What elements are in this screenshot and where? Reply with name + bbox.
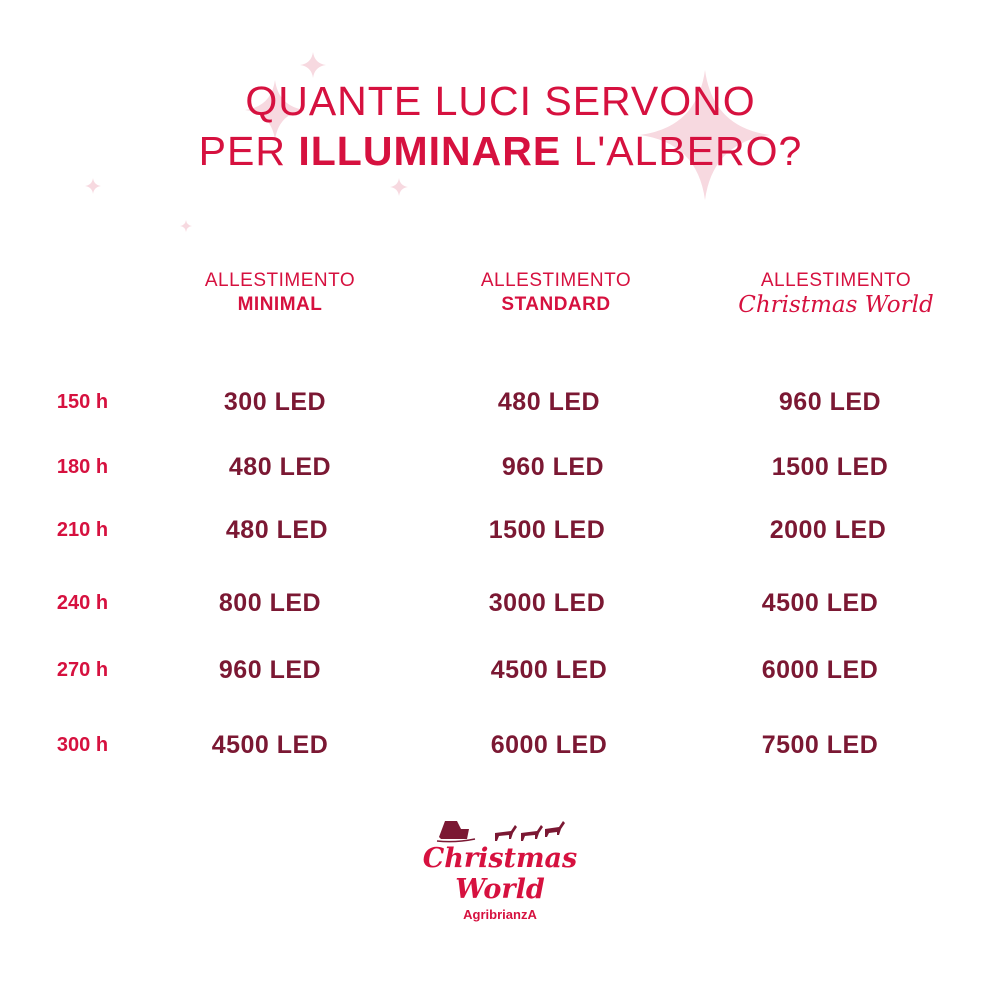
column-header-line1: ALLESTIMENTO bbox=[760, 270, 912, 291]
logo-sub: AgribrianzA bbox=[463, 907, 537, 922]
page-title-line-1: QUANTE LUCI SERVONO bbox=[245, 78, 756, 124]
table-cell: 480 LED bbox=[228, 453, 332, 481]
row-label: 300 h bbox=[56, 734, 109, 756]
title-suffix: L'ALBERO? bbox=[561, 128, 803, 174]
row-label: 150 h bbox=[56, 391, 109, 413]
table-cell: 2000 LED bbox=[769, 516, 887, 544]
row-label: 180 h bbox=[56, 456, 109, 478]
table-cell: 4500 LED bbox=[490, 656, 608, 684]
table-cell: 6000 LED bbox=[761, 656, 879, 684]
table-cell: 3000 LED bbox=[488, 589, 606, 617]
page-title-line-2: PER ILLUMINARE L'ALBERO? bbox=[0, 128, 1001, 174]
table-cell: 4500 LED bbox=[761, 589, 879, 617]
sparkle-icon bbox=[180, 220, 192, 232]
table-cell: 7500 LED bbox=[761, 731, 879, 759]
table-cell: 960 LED bbox=[218, 656, 322, 684]
table-cell: 4500 LED bbox=[211, 731, 329, 759]
column-header-christmas-world: ALLESTIMENTO Christmas World bbox=[701, 270, 971, 317]
column-header-line2: MINIMAL bbox=[237, 294, 323, 315]
column-header-line1: ALLESTIMENTO bbox=[480, 270, 632, 291]
sparkle-icon bbox=[640, 70, 770, 200]
title-prefix: PER bbox=[198, 128, 299, 174]
sparkle-icon bbox=[85, 178, 101, 194]
table-cell: 6000 LED bbox=[490, 731, 608, 759]
row-label: 240 h bbox=[56, 592, 109, 614]
sparkle-icon bbox=[390, 178, 408, 196]
table-cell: 1500 LED bbox=[771, 453, 889, 481]
column-header-line1: ALLESTIMENTO bbox=[204, 270, 356, 291]
santa-sleigh-reindeer-icon bbox=[436, 821, 565, 843]
logo-line1: Christmas bbox=[422, 843, 578, 874]
table-cell: 960 LED bbox=[778, 388, 882, 416]
table-cell: 300 LED bbox=[223, 388, 327, 416]
column-header-standard: ALLESTIMENTO STANDARD bbox=[421, 270, 691, 317]
row-label: 210 h bbox=[56, 519, 109, 541]
table-cell: 480 LED bbox=[497, 388, 601, 416]
row-label: 270 h bbox=[56, 659, 109, 681]
column-header-minimal: ALLESTIMENTO MINIMAL bbox=[145, 270, 415, 317]
column-header-line2: STANDARD bbox=[501, 294, 611, 315]
column-header-line2: Christmas World bbox=[738, 292, 934, 318]
logo: Christmas World AgribrianzA bbox=[415, 815, 585, 923]
sparkle-icon bbox=[300, 52, 326, 78]
logo-line2: World bbox=[455, 874, 545, 905]
title-bold: ILLUMINARE bbox=[298, 128, 562, 174]
table-cell: 1500 LED bbox=[488, 516, 606, 544]
table-cell: 800 LED bbox=[218, 589, 322, 617]
table-cell: 480 LED bbox=[225, 516, 329, 544]
sparkle-icon bbox=[245, 80, 305, 140]
table-cell: 960 LED bbox=[501, 453, 605, 481]
